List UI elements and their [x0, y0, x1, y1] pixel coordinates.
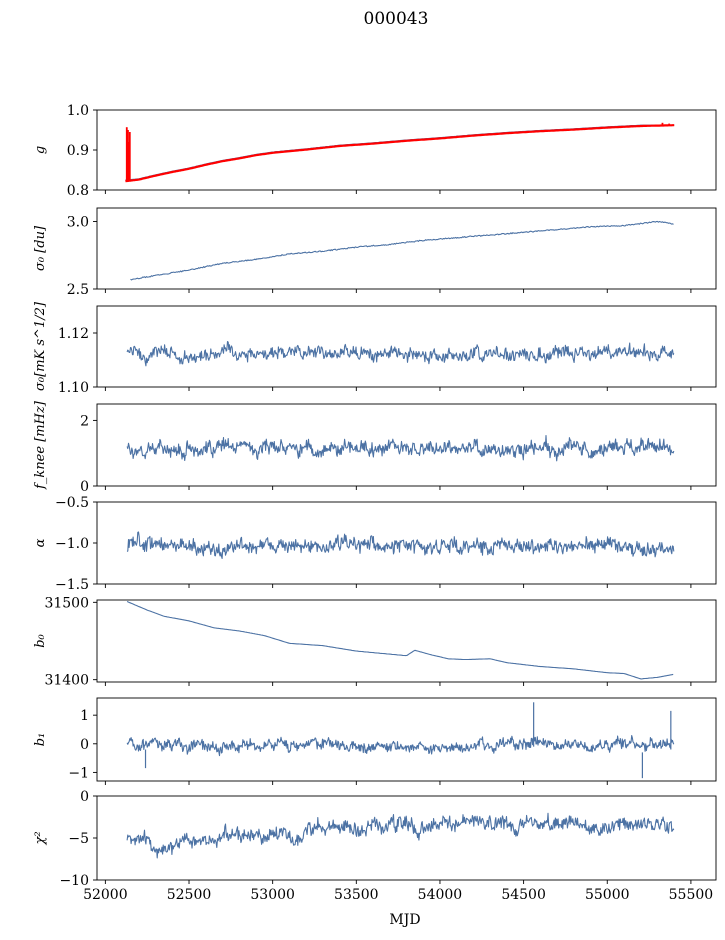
series-chi2-0: [126, 812, 675, 859]
y-axis-label-b0: b₀: [33, 633, 48, 647]
panel-alpha: −1.5 −1.0 −0.5 α: [33, 495, 717, 593]
xtick-label-5: 54500: [501, 887, 546, 903]
ytick-label-fknee-1: 2: [80, 413, 89, 429]
ytick-label-alpha-2: −0.5: [55, 495, 89, 511]
xtick-label-0: 52000: [83, 887, 128, 903]
ytick-label-g-0: 0.8: [67, 183, 89, 199]
panel-b1: −1 0 1 b₁: [33, 697, 717, 785]
x-axis-label: MJD: [389, 912, 420, 928]
ytick-label-g-1: 0.9: [67, 143, 89, 159]
ytick-label-chi2-0: −10: [59, 873, 89, 889]
ytick-label-sigma0_nep-0: 1.10: [58, 380, 89, 396]
series-b0-0: [126, 600, 674, 680]
xtick-label-7: 55500: [669, 887, 714, 903]
ytick-label-sigma0-0: 2.5: [67, 282, 89, 298]
panel-frame-sigma0_nep: [96, 305, 717, 388]
panel-frame-chi2: [96, 795, 717, 881]
xtick-label-2: 53000: [250, 887, 295, 903]
ytick-label-b1-2: 1: [80, 708, 89, 724]
y-axis-label-sigma0_nep: σ₀[mK s^1/2]: [33, 301, 48, 391]
y-axis-label-fknee: f_knee [mHz]: [33, 400, 48, 490]
series-sigma0_nep-0: [126, 341, 675, 367]
figure-title: 000043: [364, 9, 429, 29]
series-g-1: [125, 124, 675, 183]
y-axis-label-chi2: χ²: [33, 831, 48, 845]
y-axis-label-b1: b₁: [33, 733, 48, 747]
panel-b0: 31400 31500 b₀: [33, 595, 717, 689]
series-alpha-0: [126, 531, 675, 560]
ytick-label-fknee-0: 0: [80, 479, 89, 495]
y-axis-label-g: g: [33, 146, 48, 154]
xtick-label-6: 55000: [585, 887, 630, 903]
ytick-label-b1-0: −1: [68, 765, 89, 781]
series-sigma0-0: [130, 220, 674, 281]
panel-g: 0.8 0.9 1.0 g: [33, 103, 717, 199]
xtick-label-3: 53500: [334, 887, 379, 903]
series-b1-0: [126, 734, 675, 757]
ytick-label-sigma0_nep-1: 1.12: [58, 326, 89, 342]
panel-frame-sigma0: [96, 207, 717, 290]
ytick-label-b0-0: 31400: [44, 673, 89, 689]
panel-sigma0: 2.5 3.0 σ₀ [du]: [33, 207, 717, 298]
ytick-label-sigma0-1: 3.0: [67, 215, 89, 231]
panel-fknee: 0 2 f_knee [mHz]: [33, 400, 717, 495]
panel-frame-g: [96, 109, 717, 191]
panel-chi2: −10 −5 0 52000 52500 53000 53500 54000 54500 5500…: [33, 789, 717, 903]
ytick-label-chi2-1: −5: [68, 831, 89, 847]
ytick-label-b0-1: 31500: [44, 595, 89, 611]
xtick-label-4: 54000: [418, 887, 463, 903]
panel-frame-fknee: [96, 403, 717, 487]
panel-sigma0_nep: 1.10 1.12 σ₀[mK s^1/2]: [33, 301, 717, 396]
y-axis-label-alpha: α: [33, 538, 48, 547]
panel-frame-b0: [96, 599, 717, 683]
series-g-0: [125, 124, 675, 181]
ytick-label-alpha-0: −1.5: [55, 577, 89, 593]
ytick-label-alpha-1: −1.0: [55, 536, 89, 552]
xtick-label-1: 52500: [167, 887, 212, 903]
y-axis-label-sigma0: σ₀ [du]: [33, 225, 48, 271]
ytick-label-chi2-2: 0: [80, 789, 89, 805]
ytick-label-b1-1: 0: [80, 737, 89, 753]
ytick-label-g-2: 1.0: [67, 103, 89, 119]
panel-frame-b1: [96, 697, 717, 782]
series-fknee-0: [126, 434, 675, 462]
